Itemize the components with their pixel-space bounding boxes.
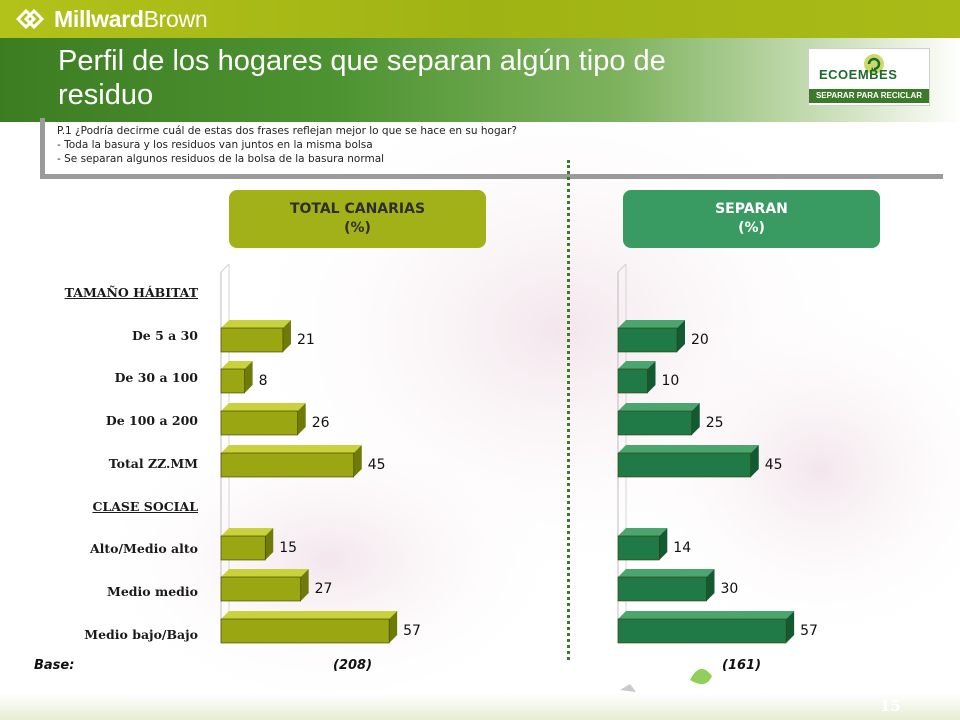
left-bar-top [221,361,253,369]
panel-header-separan: SEPARAN (%) [623,190,880,248]
left-bar-top [221,611,398,619]
brand-name-light: Brown [143,5,208,32]
base-label: Base: [34,658,75,673]
left-bar-top [221,320,291,328]
category-label: De 5 a 30 [131,328,198,343]
left-value-label: 15 [279,540,297,556]
panel-title: TOTAL CANARIAS [289,201,426,217]
left-bar-side [282,320,291,352]
brand-logo: MillwardBrown [12,4,208,34]
left-bar-side [265,528,274,560]
top-brand-bar [0,0,960,38]
left-value-label: 26 [312,415,330,431]
left-bar-top [221,403,306,411]
left-bar-top [221,528,274,536]
bottom-decoration [0,694,960,720]
right-bar [617,576,707,602]
left-bar [220,368,245,394]
brand-name-bold: Millward [54,5,144,32]
right-bar-top [618,445,759,453]
left-bar-side [389,611,398,643]
left-bar [220,535,266,561]
right-bar-side [706,569,715,601]
right-axis-top [617,263,627,273]
left-bar-side [244,361,253,393]
right-value-label: 10 [662,373,680,389]
question-option: - Toda la basura y los residuos van junt… [57,139,373,151]
millward-brown-logo-icon [15,8,45,30]
right-bar-side [691,403,700,435]
left-value-label: 57 [403,623,421,639]
right-value-label: 57 [800,623,818,639]
ecoembes-logo: ECOEMBES SEPARAR PARA RECICLAR [808,48,930,106]
right-bar [617,368,648,394]
category-label: Medio medio [107,584,198,599]
group-label-clase: CLASE SOCIAL [92,499,198,514]
right-bar-top [618,569,715,577]
right-bar-side [677,320,685,352]
recycle-icon [864,54,884,74]
right-value-label: 30 [721,581,739,597]
left-value-label: 8 [259,373,268,389]
question-line: P.1 ¿Podría decirme cuál de estas dos fr… [57,125,517,137]
category-label: De 100 a 200 [105,413,198,428]
category-label: Medio bajo/Bajo [84,627,198,642]
right-bar [617,452,752,478]
left-bar-top [221,445,362,453]
right-bar [617,535,660,561]
left-bar-side [297,403,306,435]
left-bar-side [300,569,309,601]
logo-name: ECOEMBES [819,67,898,82]
category-label: Alto/Medio alto [89,541,198,556]
question-frame [40,118,943,179]
right-bar [617,618,787,644]
left-value-label: 21 [297,332,315,348]
right-value-label: 14 [673,540,691,556]
group-label-habitat: TAMAÑO HÁBITAT [64,285,198,300]
category-label: Total ZZ.MM [108,456,198,471]
right-bar-top [618,403,700,411]
page-number: 15 [880,697,901,715]
left-axis-top [220,263,230,273]
page-title: Perfil de los hogares que separan algún … [58,45,666,111]
right-bar-top [618,320,685,328]
left-bar [220,410,298,436]
base-right: (161) [722,658,762,673]
question-text: P.1 ¿Podría decirme cuál de estas dos fr… [57,124,517,166]
right-bar [617,327,678,353]
right-bar-top [618,361,656,369]
panel-header-total: TOTAL CANARIAS (%) [229,190,486,248]
right-value-label: 25 [706,415,724,431]
right-bar-side [786,611,795,643]
right-value-label: 45 [765,457,783,473]
panel-divider [567,160,570,660]
left-value-label: 45 [368,457,386,473]
panel-unit: (%) [344,220,371,236]
right-bar-side [647,361,656,393]
left-bar-side [353,445,362,477]
question-option: - Se separan algunos residuos de la bols… [57,153,385,165]
left-bar [220,576,301,602]
right-bar-top [618,528,668,536]
right-bar-top [618,611,795,619]
panel-title: SEPARAN [715,201,788,217]
left-bar [220,618,390,644]
logo-tagline: SEPARAR PARA RECICLAR [809,89,929,103]
left-bar [220,452,355,478]
right-bar-side [659,528,668,560]
left-bar [220,327,284,353]
title-band [0,38,960,122]
right-bar [617,410,693,436]
question-box: P.1 ¿Podría decirme cuál de estas dos fr… [40,118,943,179]
category-label: De 30 a 100 [114,370,198,385]
base-left: (208) [333,658,373,673]
right-value-label: 20 [691,332,709,348]
panel-unit: (%) [738,220,765,236]
left-bar-top [221,569,309,577]
right-bar-side [750,445,759,477]
left-value-label: 27 [315,581,333,597]
